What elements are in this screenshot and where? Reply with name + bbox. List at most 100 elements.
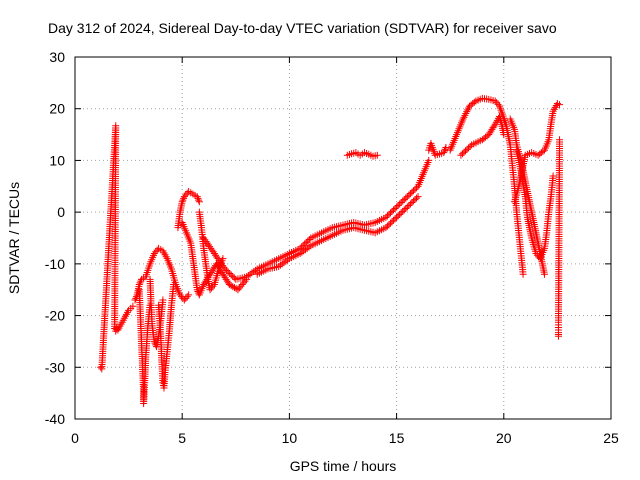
data-point [278, 260, 286, 268]
data-point [383, 212, 391, 220]
data-point [304, 237, 312, 245]
data-point [227, 271, 235, 279]
data-point [388, 218, 396, 226]
data-point [411, 196, 419, 204]
data-point [541, 270, 549, 278]
data-point [238, 281, 246, 289]
data-point [282, 257, 290, 265]
data-point [406, 200, 414, 208]
data-point [150, 250, 158, 258]
data-point [385, 221, 393, 229]
data-point [183, 293, 191, 301]
data-point [466, 142, 474, 150]
data-point [391, 215, 399, 223]
data-point [244, 271, 252, 279]
data-point [193, 286, 201, 294]
data-point [129, 302, 137, 310]
data-point [462, 147, 470, 155]
data-point [137, 277, 145, 285]
data-point [180, 296, 188, 304]
data-point [185, 291, 193, 299]
data-point [385, 210, 393, 218]
data-point [176, 291, 184, 299]
data-point [179, 196, 187, 204]
data-point [394, 201, 402, 209]
data-point [425, 156, 433, 164]
data-point [182, 294, 190, 302]
y-tick-label: 0 [57, 204, 65, 220]
data-point [234, 286, 242, 294]
axis-ticks [74, 56, 612, 420]
x-axis-label: GPS time / hours [290, 458, 397, 474]
data-point [411, 185, 419, 193]
data-point [490, 122, 498, 130]
data-point [403, 193, 411, 201]
data-point [241, 277, 249, 285]
y-tick-label: -20 [45, 308, 65, 324]
data-point [209, 282, 217, 290]
data-point [382, 213, 390, 221]
data-point [248, 269, 256, 277]
data-point [235, 284, 243, 292]
x-tick-labels: 0 5 10 15 20 25 [71, 430, 619, 446]
data-point [409, 187, 417, 195]
data-point [250, 268, 258, 276]
y-tick-labels: -40 -30 -20 -10 0 10 20 30 [45, 49, 65, 427]
x-tick-label: 15 [389, 430, 405, 446]
data-point [237, 282, 245, 290]
data-point [402, 194, 410, 202]
data-point [399, 207, 407, 215]
data-point [440, 149, 448, 157]
data-point [396, 210, 404, 218]
data-point [240, 279, 248, 287]
data-point [388, 207, 396, 215]
data-point [409, 197, 417, 205]
y-tick-label: 10 [49, 152, 65, 168]
data-point [305, 235, 313, 243]
data-point [373, 151, 381, 159]
y-tick-label: 20 [49, 101, 65, 117]
data-point [195, 198, 203, 206]
data-point [400, 206, 408, 214]
y-tick-label: -10 [45, 256, 65, 272]
data-point [414, 193, 422, 201]
data-point [301, 240, 309, 248]
data-point [275, 262, 283, 270]
data-point [302, 238, 310, 246]
data-point [533, 251, 541, 259]
data-point [465, 144, 473, 152]
data-point [180, 193, 188, 201]
data-point [458, 150, 466, 158]
data-point [193, 193, 201, 201]
data-point [224, 268, 232, 276]
data-point [402, 204, 410, 212]
data-point [182, 191, 190, 199]
data-point [296, 250, 304, 258]
data-point [408, 188, 416, 196]
data-point [221, 265, 229, 273]
data-point [136, 279, 144, 287]
data-point [382, 224, 390, 232]
data-point [386, 209, 394, 217]
y-tick-label: 30 [49, 49, 65, 65]
data-point [390, 206, 398, 214]
data-point [441, 145, 449, 153]
data-point [394, 212, 402, 220]
data-point [403, 203, 411, 211]
x-tick-label: 10 [282, 430, 298, 446]
data-points [97, 94, 564, 407]
x-tick-label: 5 [178, 430, 186, 446]
data-point [463, 145, 471, 153]
data-point [460, 148, 468, 156]
data-point [397, 199, 405, 207]
data-point [405, 191, 413, 199]
data-point [556, 101, 564, 109]
data-point [232, 285, 240, 293]
data-point [413, 194, 421, 202]
data-point [300, 247, 308, 255]
data-point [470, 98, 478, 106]
data-point [246, 270, 254, 278]
data-point [194, 194, 202, 202]
data-point [400, 196, 408, 204]
data-point [519, 270, 527, 278]
